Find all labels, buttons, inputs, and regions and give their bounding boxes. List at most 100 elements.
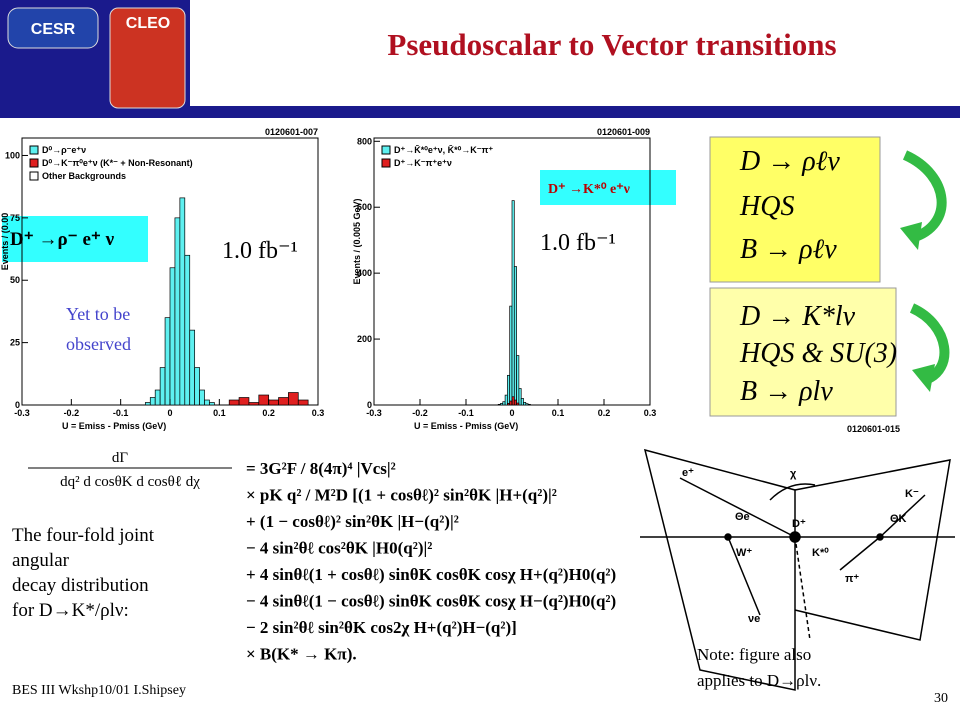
diagram-label: π⁺: [845, 573, 859, 585]
hist-bar: [516, 402, 520, 406]
diagram-label: D⁺: [792, 518, 806, 530]
note: Note: figure also: [697, 645, 811, 664]
diagram-label: W⁺: [736, 547, 752, 559]
hist-bar: [174, 217, 181, 406]
logo-badge: [109, 7, 186, 109]
y-tick-label: 75: [10, 213, 20, 223]
x-tick-label: 0: [167, 408, 172, 418]
formula-line: − 4 sinθℓ(1 − cosθℓ) sinθK cosθK cosχ H−…: [246, 592, 616, 611]
y-axis-label: Events / (0.00: [0, 213, 10, 271]
box-formula: B → ρlν: [740, 376, 833, 407]
legend-label: D⁺→K⁻π⁺e⁺ν: [394, 158, 452, 168]
plane: [794, 459, 951, 641]
hist-bar: [194, 367, 200, 406]
hist-bar: [278, 397, 289, 406]
hist-bar: [513, 399, 517, 406]
logo-text: CLEO: [126, 15, 170, 32]
x-tick-label: 0.1: [552, 408, 565, 418]
hist-bar: [164, 317, 171, 406]
x-tick-label: 0.3: [644, 408, 657, 418]
description: The four-fold joint: [12, 525, 155, 546]
box-formula: HQS: [739, 191, 794, 222]
note-text: Yet to be: [66, 304, 130, 324]
y-tick-label: 400: [357, 268, 372, 278]
hist-bar: [288, 392, 299, 406]
vertex: [876, 533, 884, 541]
hist-bar: [189, 329, 196, 406]
decay-label: D⁺ →K*⁰ e⁺ν: [548, 182, 631, 197]
formula-line: = 3G²F / 8(4π)⁴ |Vcs|²: [246, 459, 396, 478]
track: [879, 494, 926, 538]
legend-label: D⁰→K⁻π⁰e⁺ν (K*⁻ + Non-Resonant): [42, 158, 193, 168]
hist-bar: [199, 389, 205, 406]
legend-label: D⁺→K̄*⁰e⁺ν, K̄*⁰→K⁻π⁺: [394, 145, 493, 155]
diagram-label: χ: [790, 468, 797, 480]
formula-line: − 4 sin²θℓ cos²θK |H0(q²)|²: [246, 539, 432, 558]
x-tick-label: -0.1: [113, 408, 129, 418]
label-box: [2, 216, 148, 262]
plot-id: 0120601-007: [265, 127, 318, 137]
hist-bar: [169, 267, 176, 406]
x-tick-label: -0.3: [14, 408, 30, 418]
box-formula: B → ρℓν: [740, 234, 837, 265]
x-tick-label: -0.2: [64, 408, 80, 418]
diagram-label: K*⁰: [812, 547, 829, 559]
hist-bar: [204, 399, 210, 406]
description: angular: [12, 550, 70, 571]
hist-bar: [258, 394, 270, 406]
hist-bar: [144, 402, 151, 406]
hist-bar: [184, 254, 191, 406]
legend-swatch: [29, 158, 39, 168]
formula-line: + 4 sinθℓ(1 + cosθℓ) sinθK cosθK cosχ H+…: [246, 565, 616, 584]
diagram-label: ΘK: [890, 513, 907, 525]
y-tick-label: 0: [367, 400, 372, 410]
arrow-head: [912, 364, 935, 392]
decay-label: D⁺ →ρ⁻ e⁺ ν: [10, 229, 115, 250]
track: [794, 536, 811, 641]
plot-id: 0120601-009: [597, 127, 650, 137]
arrow: [909, 303, 950, 385]
description: decay distribution: [12, 575, 149, 596]
hist-bar: [238, 397, 250, 406]
legend-swatch: [381, 158, 391, 168]
legend-swatch: [29, 145, 39, 155]
hist-bar: [520, 398, 524, 406]
y-tick-label: 800: [357, 136, 372, 146]
note-text: observed: [66, 334, 131, 354]
formula-lhs: dq² d cosθK d cosθℓ dχ: [60, 474, 200, 490]
description: for D→K*/ρlν:: [12, 600, 129, 621]
y-axis-label: Events / (0.005 GeV): [352, 198, 362, 284]
hist-bar: [268, 399, 279, 406]
page-number: 30: [934, 691, 948, 706]
vertex: [724, 533, 732, 541]
diagram: [640, 448, 955, 691]
hist-bar: [159, 367, 166, 406]
x-tick-label: 0.3: [312, 408, 325, 418]
x-tick-label: 0.1: [213, 408, 226, 418]
hist-bar: [149, 397, 156, 406]
track: [727, 536, 761, 616]
header-bar: [190, 106, 960, 118]
x-tick-label: 0.2: [262, 408, 275, 418]
hist-bar: [228, 399, 240, 406]
y-tick-label: 600: [357, 202, 372, 212]
x-tick-label: 0: [509, 408, 514, 418]
formula-box: [709, 287, 897, 417]
hist-bar: [297, 399, 309, 406]
track: [839, 536, 881, 571]
hist-bar: [518, 388, 522, 406]
legend-label: D⁰→ρ⁻e⁺ν: [42, 145, 86, 155]
luminosity: 1.0 fb⁻¹: [222, 238, 298, 264]
diagram-label: Θe: [735, 511, 750, 523]
box-formula: D → ρℓν: [739, 146, 840, 177]
angle-arc: [769, 483, 816, 501]
note: applies to D→ρlν.: [697, 671, 821, 690]
x-tick-label: -0.3: [366, 408, 382, 418]
legend-swatch: [29, 171, 39, 181]
logo-badge: [7, 7, 99, 49]
x-tick-label: 0.2: [598, 408, 611, 418]
diagram-label: K⁻: [905, 488, 919, 500]
y-tick-label: 25: [10, 338, 20, 348]
y-tick-label: 0: [15, 400, 20, 410]
